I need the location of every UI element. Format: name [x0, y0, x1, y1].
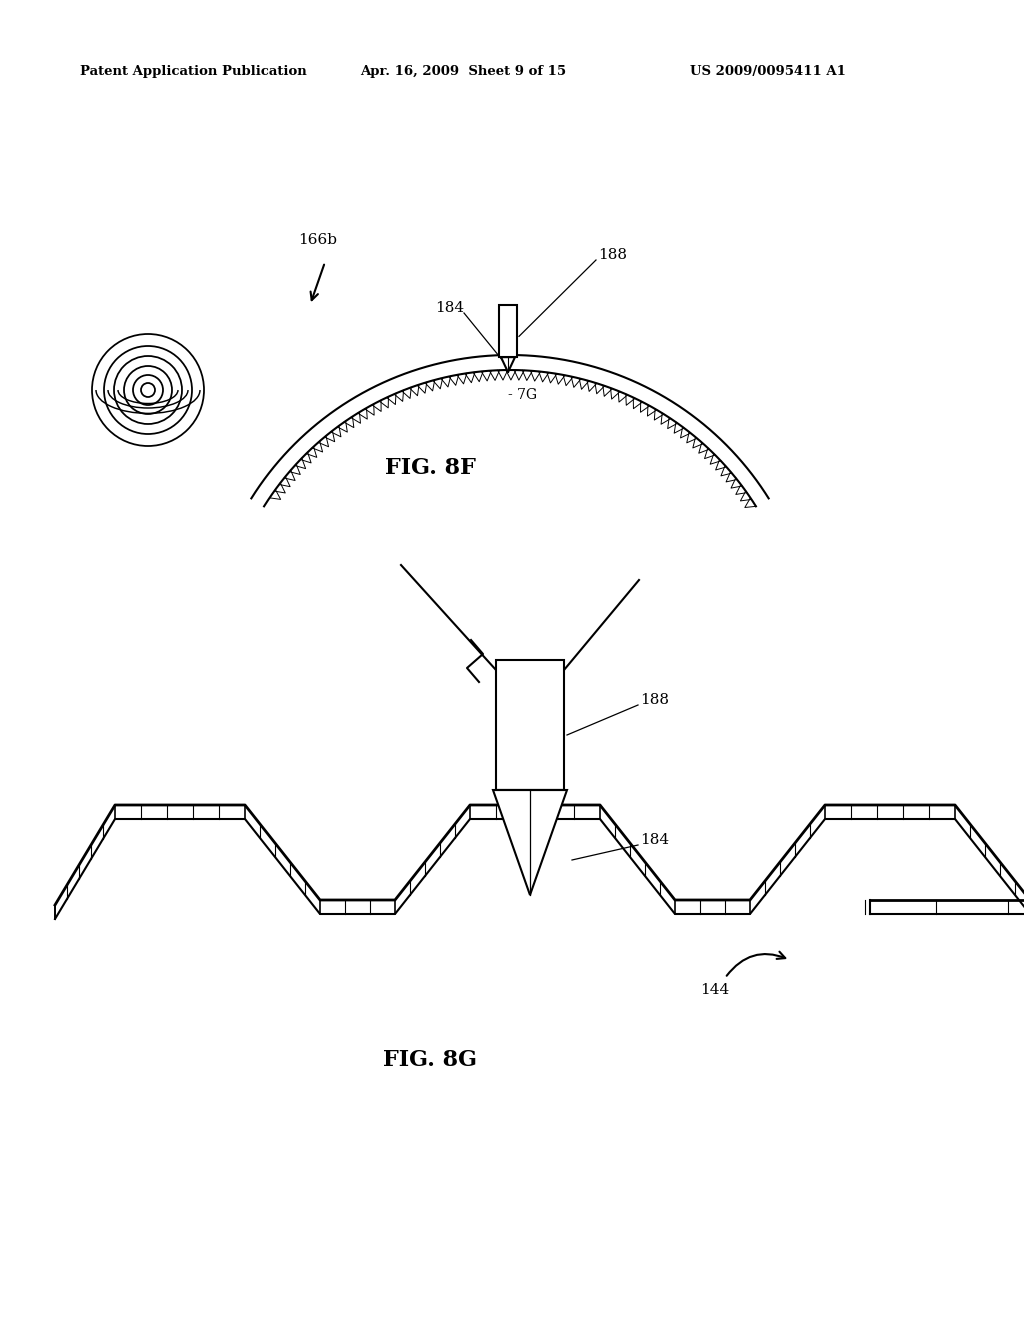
Text: FIG. 8G: FIG. 8G [383, 1049, 477, 1071]
Text: 184: 184 [435, 301, 464, 315]
Text: 144: 144 [700, 983, 729, 997]
Text: Apr. 16, 2009  Sheet 9 of 15: Apr. 16, 2009 Sheet 9 of 15 [360, 66, 566, 78]
Text: 184: 184 [640, 833, 669, 847]
Text: 188: 188 [640, 693, 669, 708]
Bar [499, 305, 517, 358]
Text: US 2009/0095411 A1: US 2009/0095411 A1 [690, 66, 846, 78]
Polygon shape [493, 789, 567, 895]
Text: 188: 188 [598, 248, 627, 261]
Polygon shape [501, 358, 515, 372]
Text: 166b: 166b [298, 234, 337, 247]
Text: Patent Application Publication: Patent Application Publication [80, 66, 307, 78]
Text: FIG. 8F: FIG. 8F [385, 457, 475, 479]
Text: - 7G: - 7G [508, 388, 538, 403]
Bar [496, 660, 564, 789]
